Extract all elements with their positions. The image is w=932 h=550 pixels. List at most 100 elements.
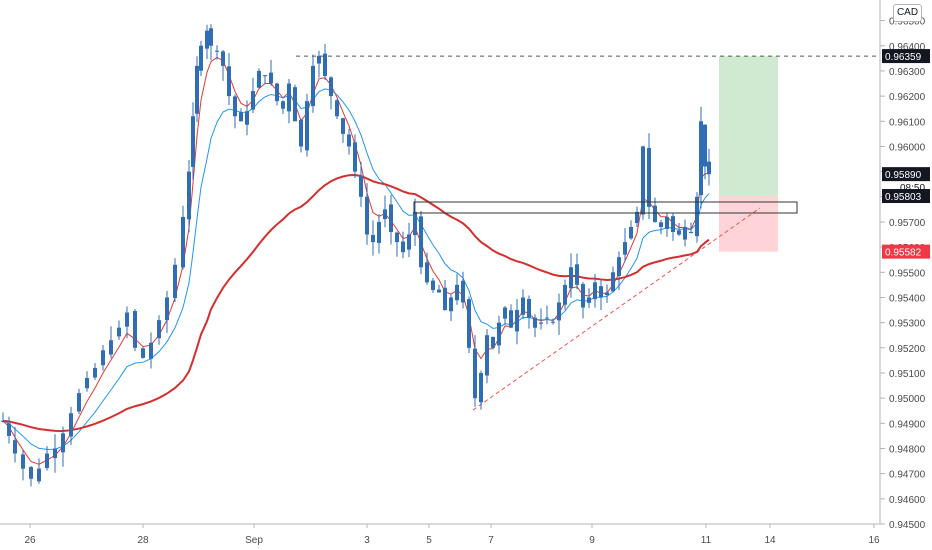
current-price-tag-bg (882, 167, 930, 182)
candle-body (209, 28, 213, 46)
candle-body (239, 112, 243, 122)
candle-body (293, 87, 297, 122)
candle-body (455, 284, 459, 301)
ema-fast-line (2, 56, 710, 465)
stop-price-tag: 0.95582 (882, 244, 930, 259)
candle-body (353, 142, 357, 172)
candle-body (21, 454, 25, 469)
candle-body (425, 262, 429, 283)
x-tick-label: 11 (701, 535, 712, 546)
entry-price-tag-text: 0.95803 (885, 192, 922, 203)
candle-body (317, 55, 321, 64)
candle-body (611, 272, 615, 292)
current-price-tag: 0.95890 (882, 167, 930, 182)
candle-body (653, 205, 657, 222)
candle-body (521, 297, 525, 315)
candle-body (623, 242, 627, 255)
candle-body (77, 393, 81, 412)
candle-body (305, 101, 309, 151)
y-tick-label: 0.96300 (889, 67, 926, 78)
candle-body (485, 335, 489, 376)
candle-body (233, 96, 237, 117)
candle-body (473, 348, 477, 399)
candle-body (383, 209, 387, 220)
candle-body (191, 116, 195, 167)
candle-body (323, 53, 327, 76)
target-price-tag-bg (882, 49, 930, 64)
candle-body (93, 367, 97, 378)
ema-slow-line (2, 174, 710, 432)
profit-target-zone (719, 56, 778, 197)
candle-body (257, 70, 261, 88)
candle-body (593, 282, 597, 300)
y-tick-label: 0.95000 (889, 394, 926, 405)
candle-body (581, 284, 585, 308)
candle-body (377, 221, 381, 243)
candle-body (407, 234, 411, 250)
candle-body (641, 146, 645, 215)
candle-body (13, 440, 17, 454)
candle-body (85, 378, 89, 389)
candle-body (515, 310, 519, 332)
candle-body (251, 91, 255, 110)
candle-body (497, 322, 501, 346)
candle-body (467, 299, 471, 348)
candle-body (659, 222, 663, 227)
candle-body (335, 100, 339, 117)
candle-body (359, 175, 363, 197)
y-tick-label: 0.95500 (889, 268, 926, 279)
stop-price-tag-text: 0.95582 (885, 248, 922, 259)
candle-body (53, 448, 57, 459)
y-tick-label: 0.94600 (889, 495, 926, 506)
candle-body (503, 307, 507, 319)
candle-body (365, 196, 369, 235)
x-tick-label: 3 (364, 535, 370, 546)
y-tick-label: 0.95300 (889, 319, 926, 330)
y-tick-label: 0.94500 (889, 520, 926, 531)
candle-body (7, 423, 11, 436)
candle-body (635, 211, 639, 224)
candle-body (69, 413, 73, 437)
candle-body (491, 336, 495, 348)
candle-body (671, 216, 675, 233)
x-tick-label: 26 (24, 535, 36, 546)
candle-body (347, 134, 351, 147)
candle-body (545, 317, 549, 319)
candle-body (551, 321, 555, 323)
candle-body (563, 284, 567, 305)
candle-body (575, 264, 579, 285)
candle-body (699, 121, 703, 196)
candle-body (341, 118, 345, 134)
y-tick-label: 0.95700 (889, 218, 926, 229)
candle-body (629, 226, 633, 239)
candle-body (227, 66, 231, 97)
candle-body (101, 350, 105, 366)
candle-body (141, 348, 145, 358)
candle-body (181, 216, 185, 268)
candle-body (689, 231, 693, 233)
candle-body (61, 433, 65, 453)
candle-body (109, 340, 113, 355)
x-tick-label: 9 (589, 535, 595, 546)
candle-body (683, 226, 687, 240)
candle-body (263, 75, 267, 77)
y-tick-label: 0.96400 (889, 42, 926, 53)
candle-body (617, 257, 621, 276)
candle-body (443, 287, 447, 311)
candle-body (401, 241, 405, 253)
stop-loss-zone (719, 196, 778, 252)
candle-body (221, 51, 225, 66)
x-tick-label: 14 (764, 535, 776, 546)
currency-selector[interactable]: CAD (893, 4, 922, 22)
candle-body (395, 232, 399, 243)
candle-body (245, 111, 249, 125)
candle-body (281, 101, 285, 109)
candle-body (187, 171, 191, 220)
y-tick-label: 0.96500 (889, 17, 926, 28)
y-tick-label: 0.95400 (889, 293, 926, 304)
candle-body (605, 292, 609, 296)
candle-body (449, 297, 453, 312)
y-tick-label: 0.96000 (889, 142, 926, 153)
y-tick-label: 0.95200 (889, 344, 926, 355)
